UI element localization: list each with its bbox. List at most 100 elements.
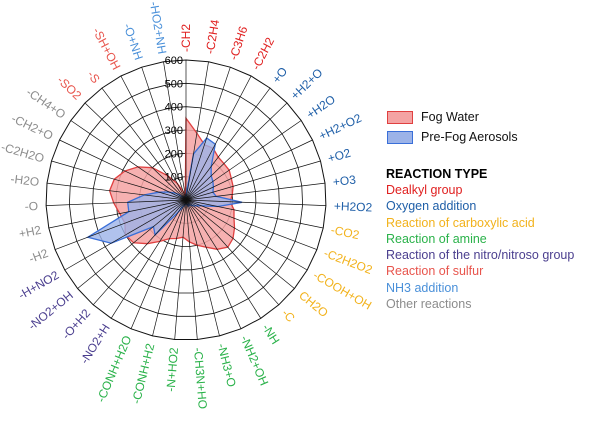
spoke-line (77, 199, 187, 289)
category-label: -CONH+H2 (129, 342, 157, 406)
category-label: +H2+O2 (317, 111, 364, 143)
spoke-line (185, 67, 231, 201)
category-label: -C2H4 (203, 18, 222, 55)
radial-tick-label: 400 (165, 102, 183, 114)
spoke-line (185, 199, 242, 329)
radial-tick-label: 100 (165, 172, 183, 184)
grid-ring (68, 82, 304, 317)
category-label: -N+HO2 (164, 347, 182, 393)
category-label: CH2O (296, 288, 331, 320)
spoke-line (185, 199, 318, 250)
category-label: -C2H2 (249, 35, 278, 72)
category-label: -SO2 (54, 73, 84, 103)
fog-water-swatch (387, 111, 413, 124)
legend-label: Pre-Fog Aerosols (421, 130, 518, 144)
category-label: +H2+O (288, 66, 326, 103)
reaction-type-nh3-addition: NH3 addition (386, 280, 459, 295)
spoke-line (84, 102, 187, 201)
category-label: -CH4+O (24, 85, 68, 122)
category-label: -C2H2O2 (322, 246, 375, 277)
series-layer (86, 116, 243, 250)
spoke-line (185, 61, 209, 201)
radial-tick-label: 200 (165, 148, 183, 160)
spoke-line (185, 199, 198, 340)
reaction-type-dealkyl: Dealkyl group (386, 183, 463, 197)
spoke-line (46, 182, 187, 201)
reaction-type-amine: Reaction of amine (386, 231, 487, 246)
spoke-line (185, 199, 326, 206)
spoke-line (185, 199, 295, 289)
category-label: -C3H6 (226, 24, 250, 62)
category-label: -NH3+O (215, 342, 239, 388)
category-label: -H2O (10, 172, 40, 189)
spoke-line (92, 199, 187, 306)
category-label: -CO2 (330, 223, 361, 243)
pre-fog-aerosols-swatch (387, 131, 413, 144)
radial-tick-label: 300 (165, 125, 183, 137)
legend: Fog Water Pre-Fog Aerosols (386, 109, 598, 149)
reaction-type-other: Other reactions (386, 297, 472, 312)
spoke-line (185, 199, 324, 229)
category-label: -SH+OH (90, 25, 124, 72)
spoke-line (59, 139, 187, 201)
legend-entry-fog-water: Fog Water (386, 109, 598, 129)
category-label: -O (24, 199, 38, 214)
spoke-line (120, 75, 187, 201)
spoke-line (101, 87, 187, 201)
category-label: +O (269, 64, 290, 85)
category-label: +H2O2 (334, 199, 373, 215)
category-label: -HO2+NH (147, 0, 169, 55)
grid-ring (92, 106, 280, 294)
spoke-line (185, 182, 326, 201)
spoke-line (163, 61, 187, 201)
spoke-line (185, 199, 280, 306)
category-label: -NH2+OH (238, 333, 272, 387)
spoke-line (110, 199, 187, 319)
category-label: +H2O (304, 92, 338, 122)
grid-ring (45, 59, 327, 340)
pre-fog-aerosols-series-area (86, 137, 243, 244)
spoke-line (64, 199, 187, 271)
legend-label: Fog Water (421, 110, 479, 124)
reaction-type-oxygen-addition: Oxygen addition (386, 199, 477, 214)
reaction-type-nitro-nitroso: Reaction of the nitro/nitroso group (386, 248, 575, 263)
category-label: -CH2+O (9, 111, 55, 143)
spoke-line (51, 160, 187, 201)
reaction-type-sulfur: Reaction of sulfur (386, 264, 484, 279)
spoke-line (54, 199, 187, 250)
category-label: -H2 (27, 246, 50, 266)
spoke-line (185, 87, 271, 201)
category-label: -O+H2 (59, 306, 93, 342)
category-label: -C2H2O (0, 140, 46, 166)
spoke-line (152, 199, 187, 336)
radial-tick-labels: 100 200 300 400 500 600 (165, 55, 183, 184)
spoke-line (46, 199, 187, 206)
reaction-type-title: REACTION TYPE (386, 167, 488, 181)
spoke-line (185, 199, 262, 319)
grid-ring (115, 129, 257, 271)
category-label: -CH2 (179, 24, 193, 52)
spoke-line (130, 199, 187, 329)
category-label: -C (279, 306, 298, 325)
spoke-line (185, 199, 220, 336)
radial-tick-label: 600 (165, 55, 183, 67)
category-label: -CH3N+HO (191, 347, 210, 410)
radar-spokes (46, 60, 326, 340)
reaction-type-key: REACTION TYPE Dealkyl group Oxygen addit… (386, 166, 600, 312)
spoke-line (185, 160, 321, 201)
category-label: +O2 (326, 146, 352, 166)
reaction-type-carboxylic-acid: Reaction of carboxylic acid (386, 215, 535, 230)
spoke-line (48, 199, 187, 229)
spoke-line (185, 120, 302, 201)
category-label: +O3 (332, 172, 357, 189)
category-label: +H2 (18, 223, 43, 241)
spoke-line (185, 102, 288, 201)
spoke-line (70, 120, 187, 201)
spoke-line (185, 139, 313, 201)
spoke-line (185, 199, 308, 271)
category-label: -NH (259, 321, 282, 347)
legend-entry-pre-fog-aerosols: Pre-Fog Aerosols (386, 129, 598, 149)
radial-tick-label: 500 (165, 78, 183, 90)
spoke-line (141, 67, 187, 201)
